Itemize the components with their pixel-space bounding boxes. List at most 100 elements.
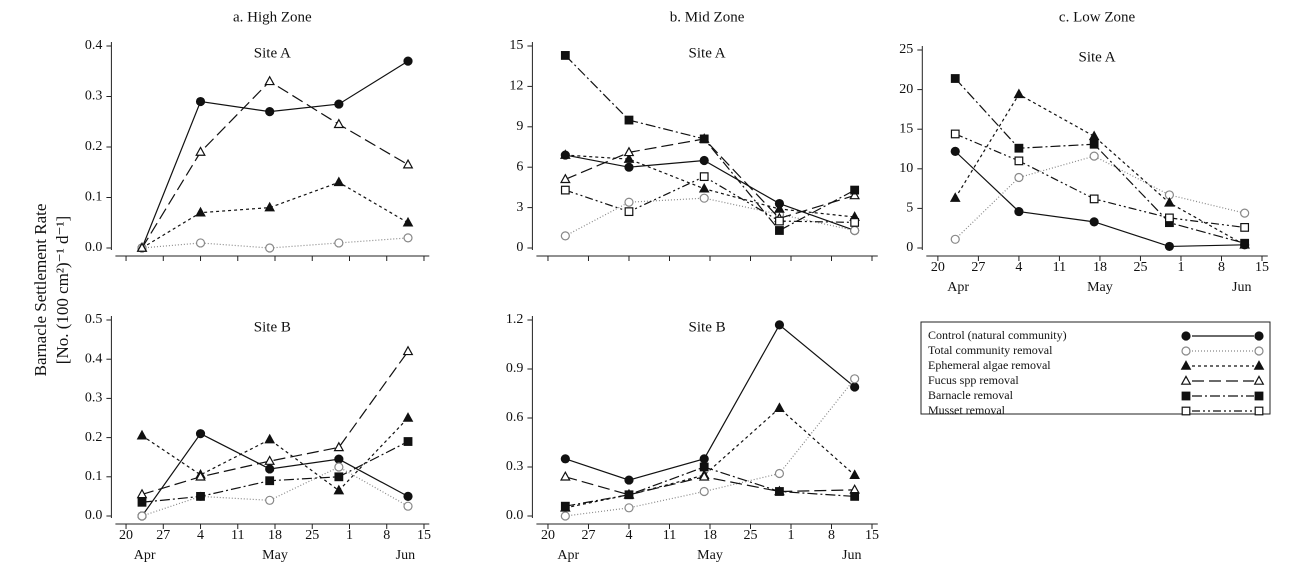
series-line [954, 155, 1245, 240]
marker [699, 193, 709, 203]
month-label: May [697, 548, 723, 563]
marker [333, 441, 345, 452]
marker [333, 484, 345, 495]
marker [195, 96, 206, 107]
x-tick-label: 11 [663, 528, 676, 543]
panel-title: Site A [689, 45, 726, 61]
y-tick-label: 0.0 [85, 240, 103, 255]
marker [560, 173, 571, 184]
month-label: Jun [396, 548, 415, 563]
x-tick-label: 11 [231, 528, 244, 543]
y-tick-label: 0.1 [85, 469, 103, 484]
y-tick-label: 10 [899, 161, 913, 176]
panel-title: Site B [689, 319, 726, 335]
series-line [565, 407, 856, 509]
x-tick-label: 15 [865, 528, 879, 543]
marker [699, 454, 709, 464]
y-tick-label: 5 [906, 201, 913, 216]
y-tick-label: 0.9 [506, 361, 524, 376]
marker [560, 501, 570, 511]
x-tick-label: 18 [1093, 260, 1107, 275]
marker [137, 511, 147, 521]
marker [950, 146, 960, 156]
marker [698, 182, 710, 193]
marker [1180, 375, 1192, 385]
y-tick-label: 9 [516, 119, 523, 134]
x-tick-label: 20 [931, 260, 945, 275]
y-tick-label: 0.1 [85, 190, 103, 205]
marker [1253, 360, 1265, 370]
legend-label: Fucus spp removal [928, 373, 1019, 387]
y-tick-label: 20 [899, 82, 913, 97]
x-tick-label: 1 [788, 528, 795, 543]
marker [1240, 223, 1250, 232]
marker [402, 158, 414, 169]
marker [265, 495, 275, 505]
y-axis-label: Barnacle Settlement Rate [31, 204, 50, 377]
series-line [141, 466, 409, 517]
marker [334, 238, 344, 248]
legend-label: Musset removal [928, 403, 1006, 417]
marker [334, 454, 344, 464]
marker [265, 243, 275, 253]
marker [774, 402, 785, 412]
marker [1254, 391, 1264, 401]
marker [136, 429, 148, 440]
marker [264, 201, 276, 212]
x-tick-label: 27 [581, 528, 595, 543]
marker [849, 469, 860, 479]
marker [850, 382, 860, 392]
marker [850, 225, 860, 236]
x-tick-label: 20 [541, 528, 555, 543]
marker [1240, 208, 1250, 218]
marker [1254, 346, 1264, 356]
marker [560, 470, 571, 481]
series-line [141, 181, 409, 249]
y-tick-label: 3 [516, 200, 523, 215]
marker [1014, 206, 1024, 217]
legend-label: Control (natural community) [928, 328, 1067, 342]
marker [334, 99, 344, 109]
marker [196, 492, 205, 501]
x-tick-label: 8 [1218, 260, 1225, 275]
marker [624, 115, 634, 125]
y-tick-label: 0.5 [85, 312, 103, 327]
marker [699, 155, 709, 166]
marker [195, 470, 206, 481]
y-tick-label: 0.2 [85, 139, 103, 154]
marker [949, 192, 961, 202]
marker [950, 74, 960, 83]
legend-label: Barnacle removal [928, 388, 1014, 402]
marker [850, 185, 860, 195]
x-tick-label: 8 [383, 528, 390, 543]
month-label: May [1087, 280, 1113, 295]
marker [1089, 194, 1099, 204]
y-tick-label: 0.4 [85, 38, 103, 53]
marker [699, 486, 709, 497]
y-tick-label: 0.3 [85, 391, 103, 406]
marker [334, 472, 344, 482]
month-label: Jun [842, 548, 861, 563]
marker [1089, 151, 1099, 161]
y-tick-label: 0.2 [85, 430, 103, 445]
y-tick-label: 1.2 [506, 312, 524, 327]
marker [1164, 197, 1175, 207]
month-label: Apr [557, 548, 579, 563]
marker [1164, 241, 1175, 252]
series-line [141, 237, 409, 249]
marker [623, 153, 635, 163]
marker [775, 487, 784, 496]
marker [699, 462, 709, 472]
month-label: Apr [134, 548, 156, 563]
zone-title: c. Low Zone [1059, 9, 1136, 25]
marker [1089, 139, 1099, 149]
marker [624, 197, 634, 207]
legend-label: Ephemeral algae removal [928, 358, 1051, 372]
y-tick-label: 0.6 [506, 410, 524, 425]
marker [265, 476, 275, 486]
x-tick-label: 15 [417, 528, 431, 543]
marker [403, 233, 413, 243]
marker [1181, 346, 1191, 356]
marker [402, 345, 414, 356]
